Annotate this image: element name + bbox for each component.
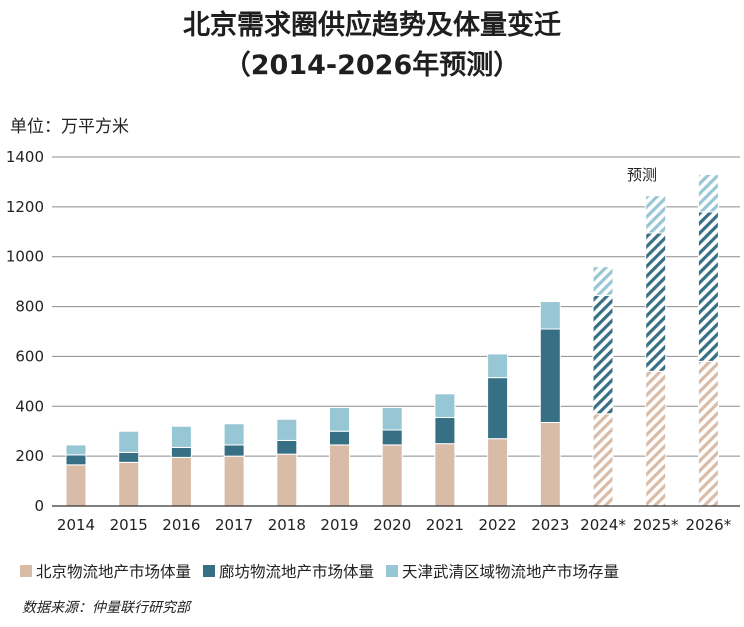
bar-beijing-2014 (65, 464, 87, 507)
stacked-bar-chart: 0 200 400 600 800 1000 1200 1400 2014 2015 2016 201… (6, 148, 740, 534)
bar-langfang-2024 (592, 294, 614, 415)
bar-group-2025 (645, 195, 667, 507)
x-tick-label: 2018 (268, 516, 306, 534)
bar-group-2024 (592, 266, 614, 507)
x-tick-label: 2014 (57, 516, 95, 534)
bar-langfang-2026 (697, 211, 719, 362)
y-tick-label: 200 (15, 447, 44, 465)
bar-beijing-2015 (118, 461, 140, 507)
chart-title: 北京需求圈供应趋势及体量变迁 （2014-2026年预测） (0, 6, 744, 86)
bar-group-2022 (487, 353, 509, 507)
legend-item-beijing: 北京物流地产市场体量 (20, 560, 191, 582)
legend-label-tianjin: 天津武清区域物流地产市场存量 (402, 563, 620, 581)
y-tick-label: 400 (15, 397, 44, 415)
bar-langfang-2017 (223, 444, 245, 457)
unit-label: 单位：万平方米 (10, 117, 129, 137)
forecast-label: 预测 (627, 166, 657, 184)
y-tick-label: 800 (15, 298, 44, 316)
bar-tianjin-2014 (65, 444, 87, 456)
bar-layer (65, 173, 719, 507)
bar-beijing-2019 (329, 444, 350, 507)
bar-group-2015 (118, 430, 140, 507)
legend-label-beijing: 北京物流地产市场体量 (36, 563, 192, 581)
bar-langfang-2023 (539, 328, 561, 423)
x-tick-label: 2016 (162, 516, 200, 534)
bar-tianjin-2021 (434, 393, 456, 419)
bar-beijing-2022 (487, 438, 509, 507)
x-tick-label: 2020 (373, 516, 411, 534)
bar-tianjin-2022 (487, 353, 509, 379)
bar-tianjin-2024 (592, 266, 614, 296)
legend-swatch-tianjin (386, 565, 399, 577)
bar-tianjin-2023 (539, 301, 561, 330)
legend-label-langfang: 廊坊物流地产市场体量 (219, 563, 375, 581)
y-tick-label: 600 (15, 347, 44, 365)
x-tick-label: 2017 (215, 516, 253, 534)
legend: 北京物流地产市场体量 廊坊物流地产市场体量 天津武清区域物流地产市场存量 (20, 560, 744, 582)
x-tick-label: 2021 (426, 516, 464, 534)
chart-title-line1: 北京需求圈供应趋势及体量变迁 (183, 10, 561, 41)
bar-langfang-2016 (170, 446, 192, 458)
bar-tianjin-2026 (697, 173, 719, 213)
bar-langfang-2022 (487, 377, 509, 440)
bar-group-2019 (329, 407, 350, 507)
x-tick-label: 2015 (110, 516, 148, 534)
bar-group-2020 (381, 407, 403, 507)
bar-group-2023 (539, 301, 561, 507)
bar-group-2017 (223, 423, 245, 507)
bar-beijing-2021 (434, 443, 456, 507)
bar-tianjin-2016 (170, 425, 192, 448)
bar-tianjin-2018 (276, 418, 298, 441)
x-tick-label: 2024* (580, 516, 626, 534)
bar-beijing-2026 (697, 360, 719, 507)
bar-beijing-2018 (276, 453, 298, 507)
bar-group-2021 (434, 393, 456, 507)
bar-langfang-2021 (434, 417, 456, 445)
y-tick-label: 1000 (6, 248, 44, 266)
bar-beijing-2020 (381, 444, 403, 507)
bar-langfang-2015 (118, 451, 140, 463)
bar-beijing-2025 (645, 370, 667, 507)
x-tick-label: 2019 (320, 516, 358, 534)
bar-langfang-2018 (276, 439, 298, 455)
legend-item-langfang: 廊坊物流地产市场体量 (203, 560, 374, 582)
bar-langfang-2014 (65, 454, 87, 466)
bar-beijing-2024 (592, 413, 614, 507)
y-tick-label: 1400 (6, 148, 44, 166)
bar-beijing-2016 (170, 456, 192, 507)
bar-langfang-2020 (381, 429, 403, 446)
x-tick-label: 2022 (479, 516, 517, 534)
axis-layer: 0 200 400 600 800 1000 1200 1400 2014 2015 2016 201… (6, 148, 740, 534)
y-tick-label: 0 (34, 497, 44, 515)
y-tick-label: 1200 (6, 198, 44, 216)
bar-tianjin-2020 (381, 407, 403, 431)
bar-tianjin-2015 (118, 430, 140, 453)
bar-beijing-2017 (223, 455, 245, 507)
bar-group-2026 (697, 173, 719, 507)
bar-tianjin-2025 (645, 195, 667, 234)
bar-langfang-2019 (329, 430, 350, 446)
x-tick-label: 2026* (686, 516, 732, 534)
legend-item-tianjin: 天津武清区域物流地产市场存量 (386, 560, 619, 582)
bar-group-2016 (170, 425, 192, 507)
x-tick-label: 2023 (531, 516, 569, 534)
grid-layer (52, 156, 740, 457)
chart-title-line2: （2014-2026年预测） (223, 50, 521, 81)
bar-langfang-2025 (645, 232, 667, 372)
bar-beijing-2023 (539, 421, 561, 507)
bar-group-2018 (276, 418, 298, 507)
bar-group-2014 (65, 444, 87, 507)
x-tick-label: 2025* (633, 516, 679, 534)
legend-swatch-beijing (20, 565, 32, 577)
legend-swatch-langfang (203, 565, 216, 577)
bar-tianjin-2017 (223, 423, 245, 446)
bar-tianjin-2019 (329, 407, 350, 432)
source-note: 数据来源：仲量联行研究部 (22, 600, 190, 616)
